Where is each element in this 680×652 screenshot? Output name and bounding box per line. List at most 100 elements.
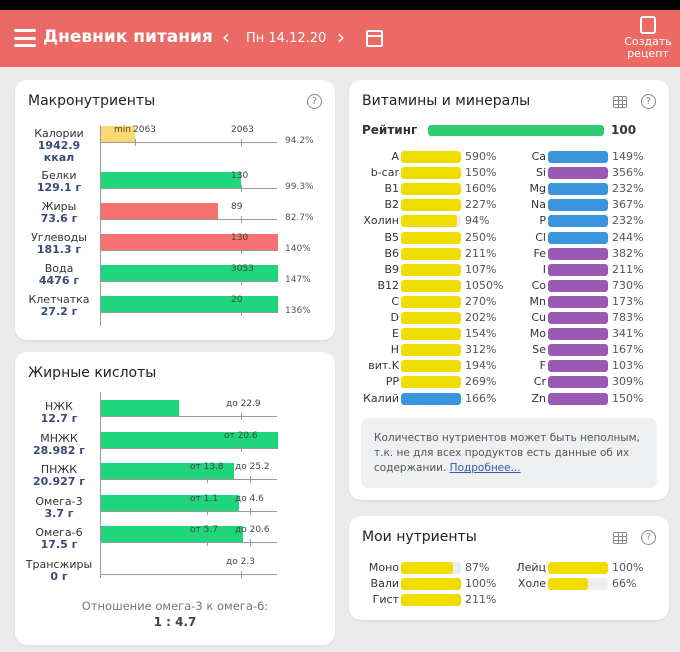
baseline <box>100 312 277 313</box>
nutrient-label: Zn <box>531 391 546 405</box>
info-note: Количество нутриентов может быть неполны… <box>361 418 657 488</box>
nutrient-label: Mo <box>529 327 546 341</box>
nutrient-name: Жиры <box>41 200 77 213</box>
nutrient-bar <box>548 151 608 163</box>
recipe-icon <box>640 16 656 34</box>
target-tick <box>241 216 242 223</box>
fatty-acid-name: НЖК <box>45 400 73 413</box>
macro-percent: 140% <box>285 244 311 254</box>
nutrient-bar <box>401 295 461 308</box>
nutrient-bar <box>401 392 461 405</box>
menu-icon[interactable] <box>14 29 36 47</box>
nutrient-label: B6 <box>384 246 399 260</box>
baseline <box>100 142 277 143</box>
nutrient-percent: 312% <box>465 343 497 357</box>
prev-day-button[interactable]: ‹ <box>222 25 230 49</box>
baseline <box>100 281 277 282</box>
nutrient-percent: 244% <box>612 230 644 244</box>
macronutrients-title: Макронутриенты <box>28 93 156 109</box>
min-value: 2063 <box>133 125 156 135</box>
nutrient-label: Вали <box>370 577 399 590</box>
calendar-icon[interactable] <box>366 30 383 47</box>
nutrient-label: C <box>391 294 399 308</box>
fatty-acid-name: МНЖК <box>40 431 78 445</box>
macro-bar <box>101 172 241 189</box>
create-recipe-button[interactable]: Создать рецепт <box>620 16 676 60</box>
nutrient-percent: 356% <box>612 166 644 180</box>
nutrient-bar <box>401 279 461 292</box>
nutrient-percent: 730% <box>612 278 644 292</box>
nutrient-bar <box>401 312 461 324</box>
macro-percent: 82.7% <box>285 213 314 223</box>
table-icon[interactable] <box>613 96 627 108</box>
nutrient-percent: 269% <box>465 375 497 389</box>
nutrient-bar <box>548 247 608 260</box>
nutrient-bar <box>548 392 608 405</box>
help-icon[interactable]: ? <box>641 94 656 109</box>
target-tick <box>241 278 242 285</box>
nutrient-percent: 382% <box>612 246 644 260</box>
nutrient-label: P <box>539 214 546 228</box>
nutrient-bar <box>401 183 461 196</box>
nutrient-label: A <box>391 150 399 163</box>
nutrient-label: Cl <box>535 230 546 244</box>
nutrient-bar <box>548 263 608 276</box>
next-day-button[interactable]: › <box>337 25 345 49</box>
nutrient-bar <box>401 344 461 357</box>
nutrient-unit: ккал <box>43 151 75 164</box>
nutrient-bar <box>401 594 461 606</box>
baseline <box>100 416 277 417</box>
nutrient-bar <box>401 376 461 389</box>
nutrient-label: Лейц <box>516 561 546 574</box>
nutrient-percent: 103% <box>612 359 644 373</box>
to-label: до 2.3 <box>226 556 255 567</box>
create-recipe-label: Создать рецепт <box>624 35 672 60</box>
nutrient-label: B5 <box>384 230 399 244</box>
nutrient-percent: 232% <box>612 182 644 196</box>
macro-bar <box>101 203 218 220</box>
baseline <box>100 250 277 251</box>
nutrient-bar <box>401 328 461 341</box>
nutrient-label: Холин <box>363 214 399 228</box>
table-icon[interactable] <box>613 532 627 544</box>
nutrient-percent: 150% <box>465 166 497 180</box>
target-tick <box>241 247 242 254</box>
baseline <box>100 542 277 543</box>
nutrient-percent: 1050% <box>465 278 504 292</box>
nutrient-percent: 87% <box>465 561 490 574</box>
nutrient-label: Se <box>532 343 546 357</box>
help-icon[interactable]: ? <box>641 530 656 545</box>
macro-bar <box>101 234 278 251</box>
target-label: 130 <box>231 233 249 243</box>
from-tick <box>207 476 208 483</box>
nutrient-label: H <box>390 343 399 357</box>
my-nutrients-title: Мои нутриенты <box>362 529 477 545</box>
baseline <box>100 447 277 449</box>
rating-bar <box>428 125 604 136</box>
nutrient-label: Моно <box>368 561 399 574</box>
nutrient-bar <box>548 328 608 341</box>
nutrient-bar <box>401 578 461 590</box>
target-label: 130 <box>231 171 249 181</box>
fatty-row-label: НЖК 12.7 г <box>19 401 99 425</box>
nutrient-percent: 211% <box>465 246 497 260</box>
min-tick <box>135 139 136 146</box>
nutrient-percent: 66% <box>612 577 637 590</box>
help-icon[interactable]: ? <box>307 94 322 109</box>
nutrient-bar <box>548 360 608 373</box>
fatty-acid-name: ПНЖК <box>40 463 78 476</box>
macronutrients-card: Макронутриенты ? Калории 1942.9 ккал 2063 mi… <box>15 80 335 340</box>
my-nutrients-card: Мои нутриенты ? Моно 87% Вали 100% Гист 211% Л… <box>349 516 669 620</box>
current-date[interactable]: Пн 14.12.20 <box>246 31 327 46</box>
nutrient-percent: 160% <box>465 182 497 196</box>
nutrient-percent: 211% <box>465 593 497 606</box>
fatty-acid-name: Омега-3 <box>35 494 83 508</box>
to-label: до 22.9 <box>226 399 261 409</box>
more-link[interactable]: Подробнее... <box>449 462 521 474</box>
fatty-acid-value: 17.5 г <box>40 538 78 551</box>
nutrient-label: B2 <box>384 198 399 212</box>
nutrient-label: Na <box>531 198 546 212</box>
nutrient-name: Клетчатка <box>28 293 90 306</box>
nutrient-label: Fe <box>533 246 547 260</box>
nutrient-label: E <box>392 327 399 341</box>
